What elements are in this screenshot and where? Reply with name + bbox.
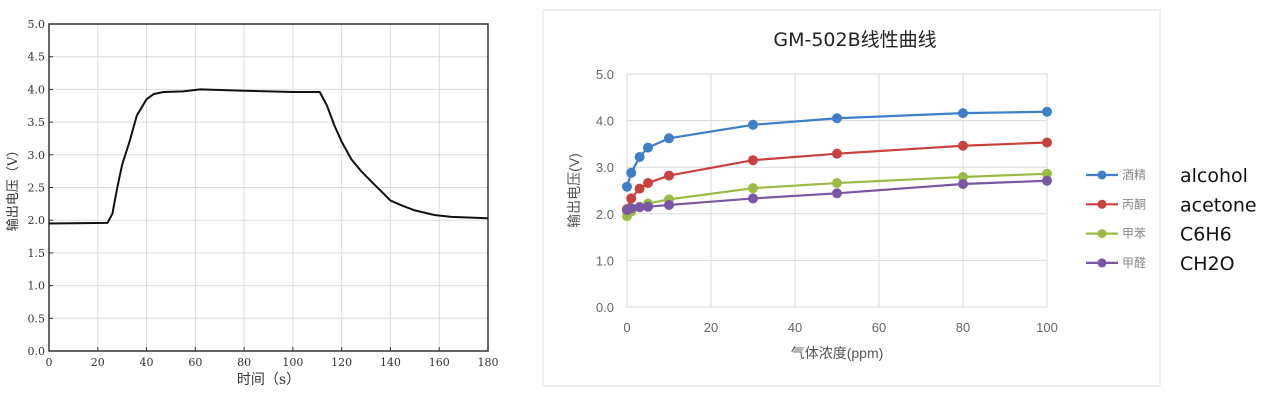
x-tick-label: 80 — [956, 320, 970, 335]
x-tick-label: 180 — [478, 356, 499, 369]
x-axis-label: 气体浓度(ppm) — [791, 345, 884, 361]
x-axis-label: 时间（s） — [237, 372, 300, 388]
y-tick-label: 0.0 — [28, 345, 46, 358]
right-chart-frame — [542, 9, 1161, 387]
y-axis-label: 输出电压(V) — [566, 153, 582, 228]
legend-english-label: alcohol — [1180, 165, 1248, 187]
data-point — [664, 170, 674, 181]
y-tick-label: 0.5 — [28, 312, 46, 325]
right-chart: GM-502B线性曲线 0 20 40 60 80 100 0.0 1.0 2.0 3.0 4.0 5… — [566, 29, 1257, 361]
data-point — [1042, 106, 1052, 117]
y-tick-label: 3.0 — [596, 160, 614, 175]
data-point — [1042, 137, 1052, 148]
legend-label: 丙酮 — [1122, 197, 1146, 211]
y-tick-label: 4.0 — [28, 83, 46, 96]
y-tick-label: 1.0 — [28, 280, 46, 293]
x-tick-label: 100 — [282, 356, 303, 369]
x-tick-label: 0 — [46, 356, 53, 369]
legend-label: 甲苯 — [1122, 227, 1146, 241]
data-point — [832, 178, 842, 189]
x-tick-label: 120 — [331, 356, 352, 369]
data-point — [626, 193, 637, 204]
data-point — [832, 113, 842, 124]
data-point — [634, 183, 645, 194]
data-point — [643, 178, 653, 189]
data-point — [664, 133, 674, 144]
data-point — [626, 203, 637, 214]
data-point — [958, 171, 968, 182]
y-tick-label: 1.0 — [596, 253, 614, 268]
x-tick-label: 100 — [1036, 320, 1058, 335]
data-point — [958, 178, 968, 189]
data-point — [832, 188, 842, 199]
chart-title: GM-502B线性曲线 — [773, 29, 936, 51]
x-tick-label: 60 — [188, 356, 202, 369]
y-tick-label: 3.5 — [28, 116, 46, 129]
x-tick-label: 80 — [237, 356, 251, 369]
plot-frame — [48, 23, 489, 352]
x-tick-label: 0 — [623, 320, 630, 335]
x-tick-label: 60 — [872, 320, 886, 335]
legend-english-label: CH2O — [1180, 253, 1235, 275]
data-point — [1042, 175, 1052, 186]
data-point — [958, 108, 968, 119]
y-tick-label: 2.0 — [28, 214, 46, 227]
legend-marker — [1097, 170, 1107, 180]
data-point — [958, 140, 968, 151]
data-point — [748, 119, 758, 130]
y-tick-label: 1.5 — [28, 247, 46, 260]
x-tick-label: 40 — [788, 320, 802, 335]
x-tick-label: 20 — [704, 320, 718, 335]
legend-marker — [1097, 199, 1107, 209]
y-tick-label: 4.0 — [596, 114, 614, 129]
x-tick-label: 140 — [380, 356, 401, 369]
y-tick-label: 0.0 — [596, 300, 614, 315]
data-point — [748, 183, 758, 194]
x-tick-label: 40 — [140, 356, 154, 369]
data-point — [748, 193, 758, 204]
legend-marker — [1097, 229, 1107, 239]
data-point — [622, 181, 632, 192]
y-tick-label: 5.0 — [596, 67, 614, 82]
data-point — [643, 142, 653, 153]
data-point — [634, 151, 645, 162]
legend-english-label: C6H6 — [1180, 224, 1232, 246]
data-point — [643, 201, 653, 212]
left-chart: 0 20 40 60 80 100 120 140 160 180 0.0 0.5 1.0 1.5 2.0 2… — [5, 18, 499, 388]
legend-label: 酒精 — [1122, 168, 1146, 182]
data-point — [664, 199, 674, 210]
series-line — [48, 88, 489, 225]
y-tick-label: 3.0 — [28, 149, 46, 162]
data-point — [626, 167, 637, 178]
data-point — [748, 155, 758, 166]
y-tick-label: 5.0 — [28, 18, 46, 31]
data-point — [832, 148, 842, 159]
data-point — [1042, 168, 1052, 179]
legend-marker — [1097, 258, 1107, 268]
legend-english-label: acetone — [1180, 194, 1257, 216]
data-point — [634, 202, 645, 213]
x-tick-label: 160 — [429, 356, 450, 369]
y-tick-label: 2.0 — [596, 207, 614, 222]
y-tick-label: 4.5 — [28, 51, 46, 64]
legend-label: 甲醛 — [1122, 255, 1146, 270]
y-axis-label: 输出电压（V） — [5, 144, 21, 231]
y-tick-label: 2.5 — [28, 182, 46, 195]
x-tick-label: 20 — [91, 356, 105, 369]
